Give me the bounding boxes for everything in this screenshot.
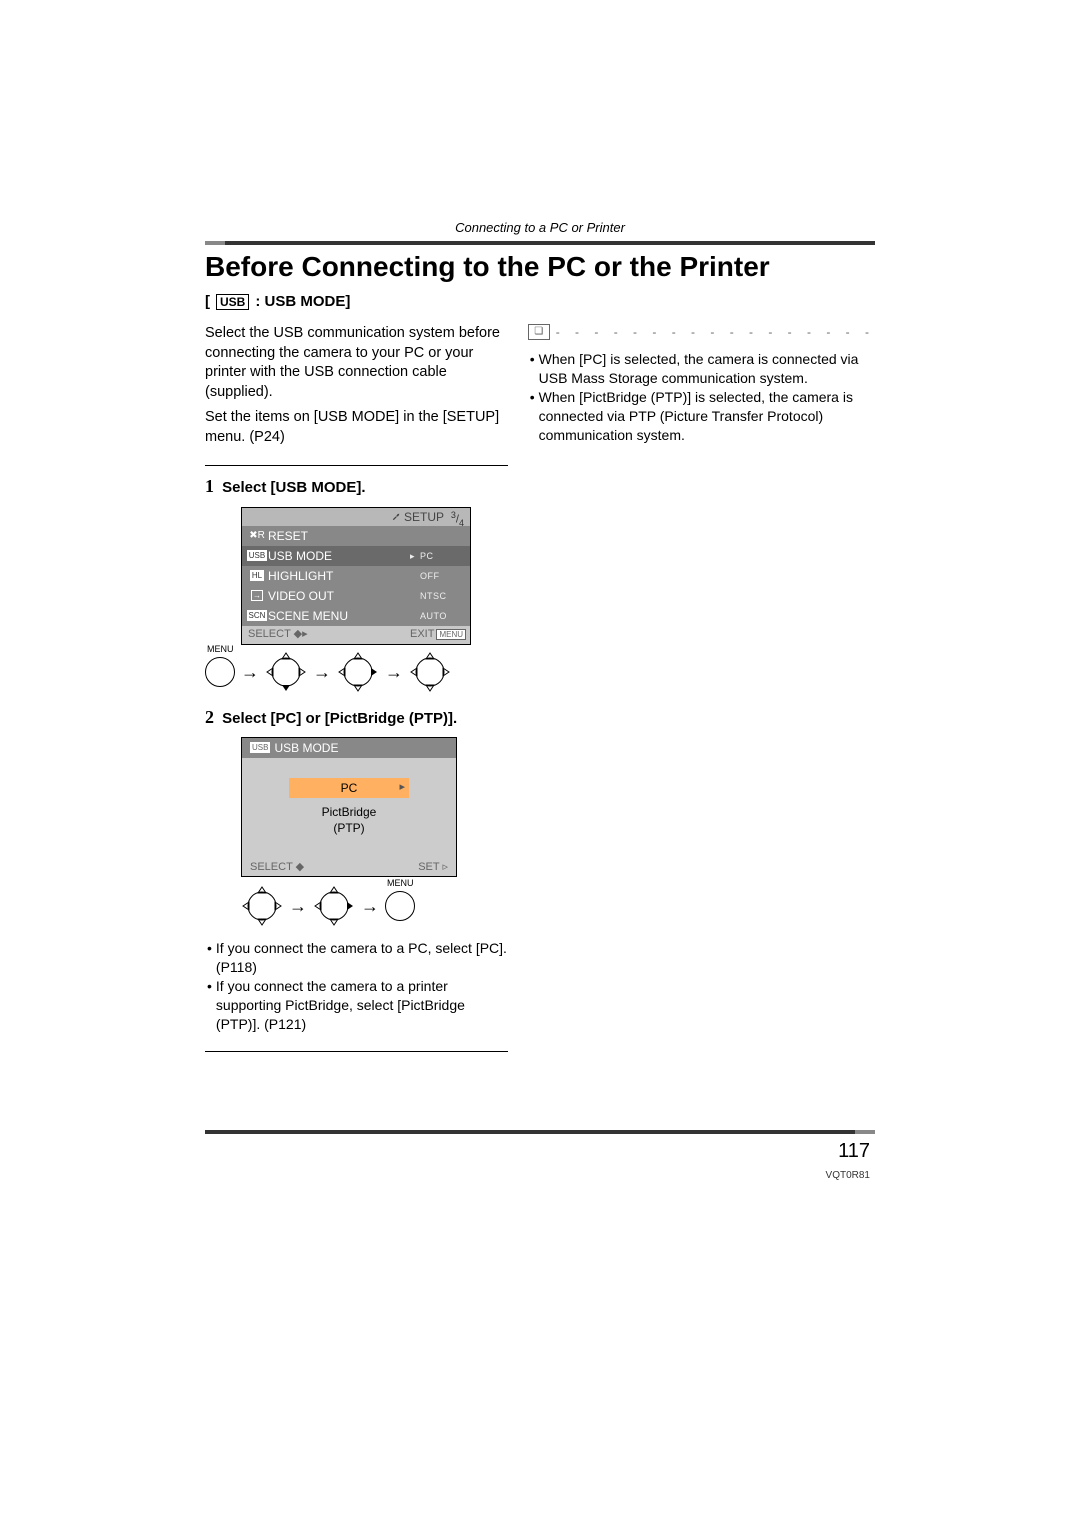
row-label: USB MODE bbox=[268, 548, 410, 564]
row-label: RESET bbox=[268, 528, 410, 544]
row-arrow: ▸ bbox=[410, 550, 420, 562]
wrench-icon bbox=[391, 511, 402, 522]
step1-text: Select [USB MODE]. bbox=[222, 479, 365, 496]
menu-button-icon bbox=[385, 891, 415, 921]
lcd1-exit-label: EXITMENU bbox=[410, 627, 470, 642]
row-icon: SCN bbox=[246, 610, 268, 621]
step1-num: 1 bbox=[205, 476, 214, 496]
row-label: HIGHLIGHT bbox=[268, 568, 410, 584]
step2-text: Select [PC] or [PictBridge (PTP)]. bbox=[222, 710, 457, 727]
page-title: Before Connecting to the PC or the Print… bbox=[205, 251, 875, 283]
intro-p2: Set the items on [USB MODE] in the [SETU… bbox=[205, 408, 508, 447]
row-icon: ✖R bbox=[246, 529, 268, 543]
dpad-icon bbox=[409, 651, 451, 693]
lcd2-header-label: USB MODE bbox=[274, 740, 338, 756]
header-rule bbox=[205, 241, 875, 245]
menu-button-wrap: MENU bbox=[385, 891, 415, 921]
step1-title: 1 Select [USB MODE]. bbox=[205, 474, 508, 498]
dpad-icon bbox=[265, 651, 307, 693]
lcd2-header: USB USB MODE bbox=[242, 738, 456, 758]
lcd-usbmode-screen: USB USB MODE PC PictBridge (PTP) SELECT … bbox=[241, 737, 457, 877]
intro-p1: Select the USB communication system befo… bbox=[205, 324, 508, 402]
lcd2-footer: SELECT ◆ SET ▹ bbox=[242, 858, 456, 876]
row-value: PC bbox=[420, 550, 466, 562]
lcd1-select-label: SELECT ◆▸ bbox=[242, 627, 410, 642]
doc-id: VQT0R81 bbox=[826, 1170, 870, 1181]
lcd1-header: SETUP 3/4 bbox=[242, 508, 470, 526]
usb-badge-small: USB bbox=[250, 742, 270, 753]
right-bullet-2: • When [PictBridge (PTP)] is selected, t… bbox=[530, 388, 875, 445]
lcd1-footer: SELECT ◆▸ EXITMENU bbox=[242, 626, 470, 644]
row-icon: → bbox=[246, 590, 268, 601]
row-icon: HL bbox=[246, 570, 268, 581]
lcd2-select-label: SELECT ◆ bbox=[242, 860, 418, 875]
page-content: Connecting to a PC or Printer Before Con… bbox=[205, 220, 875, 1060]
row-icon: USB bbox=[246, 550, 268, 561]
menu-label-2: MENU bbox=[387, 877, 414, 889]
dpad-icon bbox=[337, 651, 379, 693]
lcd1-row: →VIDEO OUT NTSC bbox=[242, 586, 470, 606]
row-value: NTSC bbox=[420, 590, 466, 602]
lcd1-row: ✖RRESET bbox=[242, 526, 470, 546]
page-number: 117 bbox=[838, 1140, 870, 1163]
lcd1-rows: ✖RRESETUSBUSB MODE▸PCHLHIGHLIGHTOFF→VIDE… bbox=[242, 526, 470, 626]
columns: Select the USB communication system befo… bbox=[205, 324, 875, 1060]
dpad-sequence-1: MENU → → → bbox=[205, 651, 508, 693]
lcd2-body: PC PictBridge (PTP) bbox=[242, 758, 456, 858]
row-value: AUTO bbox=[420, 610, 466, 622]
arrow-icon: → bbox=[385, 660, 403, 684]
arrow-icon: → bbox=[313, 660, 331, 684]
dpad-sequence-2: → → MENU bbox=[241, 885, 508, 927]
subtitle-text: : USB MODE] bbox=[255, 293, 350, 310]
step2-bullet-1: • If you connect the camera to a PC, sel… bbox=[207, 939, 508, 977]
lcd1-setup-label: SETUP bbox=[391, 509, 444, 525]
lcd2-option-pc: PC bbox=[289, 778, 409, 798]
dashes: - - - - - - - - - - - - - - - - - bbox=[556, 324, 875, 340]
step-divider-2 bbox=[205, 1051, 508, 1052]
step2-bullet-2: • If you connect the camera to a printer… bbox=[207, 977, 508, 1034]
row-label: VIDEO OUT bbox=[268, 588, 410, 604]
usb-badge: USB bbox=[216, 294, 249, 310]
lcd-setup-screen: SETUP 3/4 ✖RRESETUSBUSB MODE▸PCHLHIGHLIG… bbox=[241, 507, 471, 645]
menu-button-wrap: MENU bbox=[205, 657, 235, 687]
note-row: ❏ - - - - - - - - - - - - - - - - - bbox=[528, 324, 875, 340]
row-value: OFF bbox=[420, 570, 466, 582]
step2-num: 2 bbox=[205, 707, 214, 727]
arrow-icon: → bbox=[289, 894, 307, 918]
row-label: SCENE MENU bbox=[268, 608, 410, 624]
lcd1-row: SCNSCENE MENU AUTO bbox=[242, 606, 470, 626]
dpad-icon bbox=[313, 885, 355, 927]
right-bullet-1: • When [PC] is selected, the camera is c… bbox=[530, 350, 875, 388]
left-column: Select the USB communication system befo… bbox=[205, 324, 508, 1060]
subtitle: [ USB : USB MODE] bbox=[205, 293, 875, 310]
step2-title: 2 Select [PC] or [PictBridge (PTP)]. bbox=[205, 705, 508, 729]
lcd1-row: HLHIGHLIGHT OFF bbox=[242, 566, 470, 586]
dpad-icon bbox=[241, 885, 283, 927]
note-icon: ❏ bbox=[528, 324, 550, 340]
lcd2-set-label: SET ▹ bbox=[418, 860, 456, 875]
arrow-icon: → bbox=[241, 660, 259, 684]
menu-label-1: MENU bbox=[207, 643, 234, 655]
step-divider-1 bbox=[205, 465, 508, 466]
right-column: ❏ - - - - - - - - - - - - - - - - - • Wh… bbox=[528, 324, 875, 1060]
bracket-open: [ bbox=[205, 293, 210, 310]
section-header: Connecting to a PC or Printer bbox=[205, 220, 875, 235]
footer-rule bbox=[205, 1130, 875, 1134]
arrow-icon: → bbox=[361, 894, 379, 918]
menu-button-icon bbox=[205, 657, 235, 687]
lcd2-option-pictbridge: PictBridge (PTP) bbox=[289, 802, 409, 838]
lcd1-row: USBUSB MODE▸PC bbox=[242, 546, 470, 566]
lcd1-page-indicator: 3/4 bbox=[451, 509, 464, 529]
